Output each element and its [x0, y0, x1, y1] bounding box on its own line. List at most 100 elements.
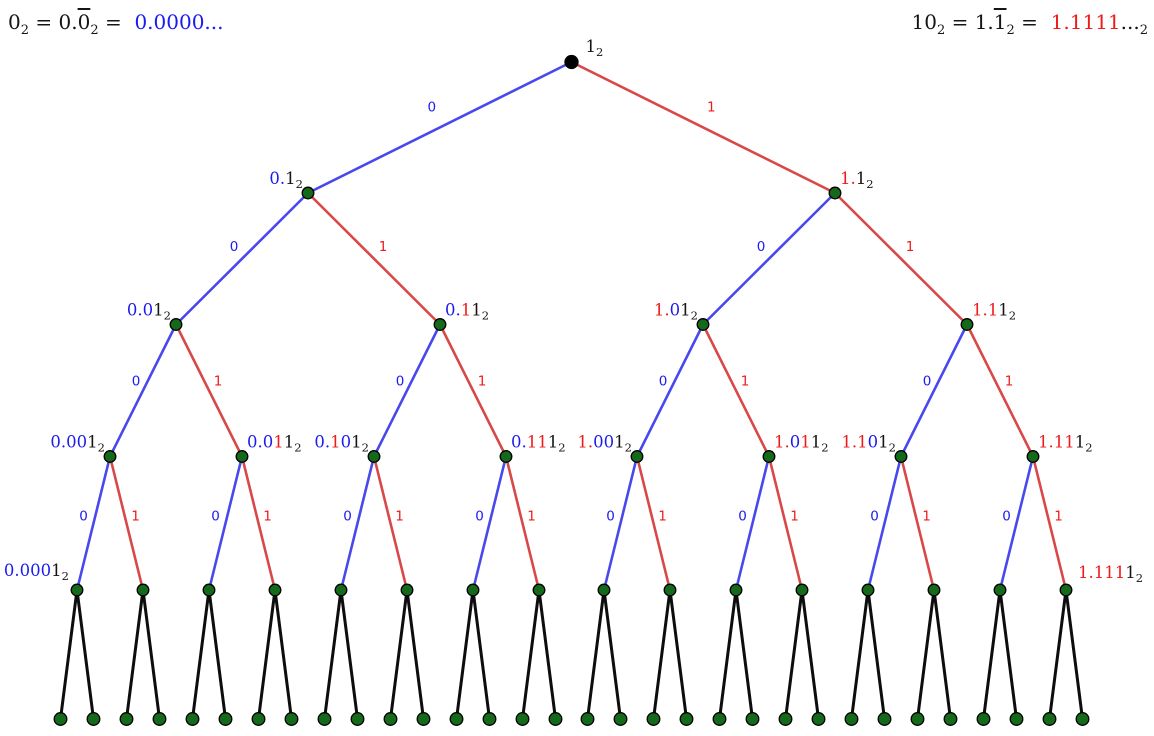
tree-edge-1 [306, 191, 442, 326]
tree-node [1059, 583, 1073, 597]
node-label: 1.1112 [1038, 433, 1093, 455]
tree-edge-0 [899, 323, 969, 458]
leaf-node [646, 712, 661, 726]
node-label: 1.112 [972, 301, 1016, 323]
tree-edge-0 [471, 455, 508, 592]
tree-node [729, 583, 743, 597]
leaf-node [877, 712, 892, 726]
node-label: 0.0012 [50, 433, 105, 455]
formula-segment: = [29, 10, 59, 34]
leaf-node [383, 712, 398, 726]
leaf-node [1009, 712, 1024, 726]
tree-edge-leaf [800, 588, 820, 721]
node-label: 1.012 [654, 301, 698, 323]
edge-label: 1 [707, 100, 716, 116]
tree-node [630, 450, 644, 463]
tree-edge-leaf [257, 588, 277, 721]
edge-label: 0 [475, 508, 484, 524]
formula-segment: 2 [936, 23, 946, 38]
tree-edge-leaf [668, 588, 688, 721]
edge-label: 1 [790, 508, 799, 524]
tree-edge-leaf [75, 588, 95, 721]
formula-segment: 0. [58, 10, 78, 34]
tree-edge-leaf [207, 588, 227, 721]
tree-node [70, 583, 84, 597]
tree-edge-leaf [602, 588, 622, 721]
edge-label: 1 [1054, 508, 1063, 524]
edge-label: 1 [263, 508, 272, 524]
leaf-node [53, 712, 68, 726]
tree-edge-1 [899, 455, 936, 592]
leaf-node [1075, 712, 1090, 726]
tree-edge-leaf [998, 588, 1018, 721]
leaf-node [86, 712, 101, 726]
formula-left: 02 = 0.02 = 0.0000... [8, 10, 224, 38]
edge-label: 0 [738, 508, 747, 524]
node-label: 1.1012 [841, 433, 896, 455]
leaf-node [1042, 712, 1057, 726]
tree-edge-leaf [932, 588, 952, 721]
formula-segment: ... [1120, 10, 1140, 34]
formula-segment: 1 [993, 10, 1007, 34]
tree-edge-leaf [1048, 588, 1068, 721]
tree-edge-leaf [521, 588, 541, 721]
tree-edge-1 [372, 455, 409, 592]
node-label: 0.112 [445, 301, 489, 323]
formula-segment: 2 [20, 23, 30, 38]
tree-edge-0 [75, 455, 112, 592]
tree-node [268, 583, 282, 597]
edge-label: 1 [741, 374, 750, 390]
tree-edge-1 [174, 323, 244, 458]
tree-node [334, 583, 348, 597]
edge-label: 1 [395, 508, 404, 524]
tree-node [367, 450, 381, 463]
edge-label: 1 [131, 508, 140, 524]
tree-edge-leaf [323, 588, 343, 721]
tree-edge-1 [504, 455, 541, 592]
leaf-node [350, 712, 365, 726]
tree-edge-leaf [866, 588, 886, 721]
tree-edge-1 [438, 323, 508, 458]
tree-node [894, 450, 908, 463]
edge-label: 1 [1005, 374, 1014, 390]
tree-node [301, 186, 315, 200]
leaf-node [844, 712, 859, 726]
tree-edge-1 [240, 455, 277, 592]
tree-edge-leaf [916, 588, 936, 721]
tree-edge-1 [570, 60, 837, 195]
node-label: 12 [586, 37, 604, 59]
leaf-node [119, 712, 134, 726]
tree-node [795, 583, 809, 597]
leaf-node [548, 712, 563, 726]
tree-edge-1 [701, 323, 771, 458]
edge-label: 0 [606, 508, 615, 524]
tree-edge-1 [1031, 455, 1068, 592]
leaf-node [943, 712, 958, 726]
tree-node [400, 583, 414, 597]
edge-label: 1 [906, 239, 915, 255]
tree-edge-leaf [141, 588, 161, 721]
tree-edge-0 [635, 323, 705, 458]
edge-label: 1 [922, 508, 931, 524]
leaf-node [416, 712, 431, 726]
tree-node [762, 450, 776, 463]
formula-segment: 0 [77, 10, 91, 34]
node-label: 0.00012 [4, 561, 69, 583]
node-label: 0.1012 [314, 433, 369, 455]
formula-segment: = [1014, 10, 1051, 34]
edge-label: 0 [1002, 508, 1011, 524]
formula-segment: 1.1111 [1050, 10, 1121, 34]
leaf-node [778, 712, 793, 726]
leaf-node [910, 712, 925, 726]
edge-label: 1 [478, 374, 487, 390]
tree-edge-0 [701, 191, 837, 326]
node-label: 0.0112 [247, 433, 302, 455]
tree-edge-0 [602, 455, 639, 592]
tree-edge-leaf [191, 588, 211, 721]
leaf-node [613, 712, 628, 726]
edge-label: 0 [757, 239, 766, 255]
tree-edge-1 [108, 455, 145, 592]
tree-edge-leaf [537, 588, 557, 721]
tree-edge-1 [767, 455, 804, 592]
